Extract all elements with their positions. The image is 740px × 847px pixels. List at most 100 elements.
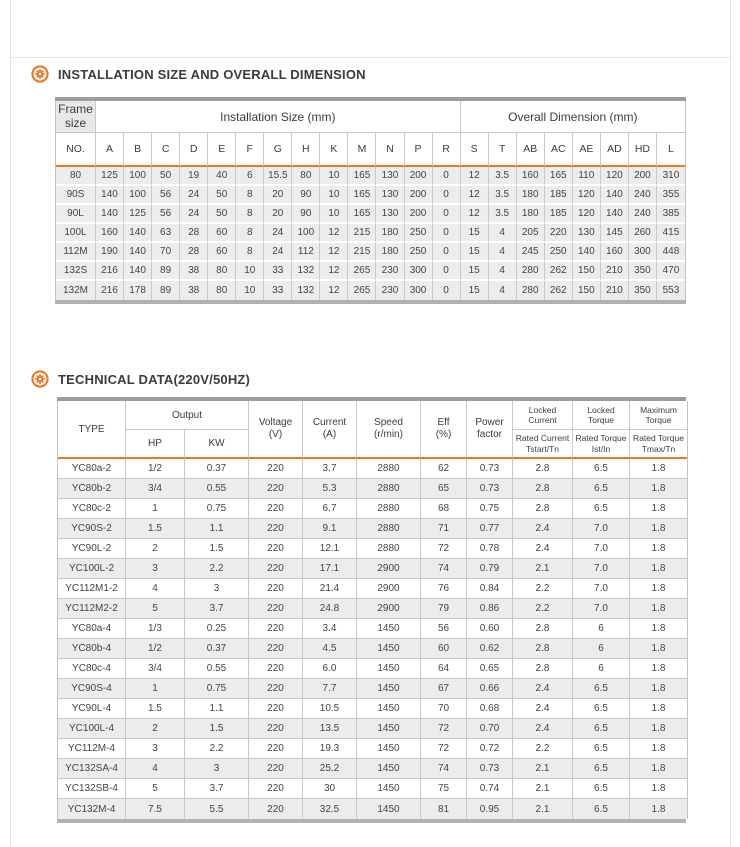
value-cell: 0.68 — [467, 699, 513, 719]
value-cell: 70 — [152, 243, 181, 262]
header-row-main: TYPE Output Voltage (V) Current (A) Spee… — [58, 401, 687, 459]
value-cell: 3/4 — [126, 479, 185, 499]
value-cell: 216 — [96, 281, 125, 300]
column-header-row: NO. A B C D E F G H K M N P R S T AB AC AE AD HD L — [56, 133, 685, 167]
value-cell: 0 — [432, 167, 461, 186]
value-cell: 220 — [249, 579, 303, 599]
value-cell: 24 — [180, 186, 209, 205]
value-cell: 3.4 — [303, 619, 357, 639]
table-row: YC100L-4 2 1.5 220 13.5 1450 72 0.70 2.4 6.5 1.8 — [58, 719, 687, 739]
value-cell: 1.1 — [185, 699, 249, 719]
col-header-power-factor: Power factor — [467, 401, 513, 459]
value-cell: 89 — [152, 281, 181, 300]
value-cell: 0.65 — [467, 659, 513, 679]
value-cell: 230 — [376, 281, 405, 300]
value-cell: 25.2 — [303, 759, 357, 779]
value-cell: 1.8 — [630, 559, 687, 579]
row-key-cell: YC100L-2 — [58, 559, 126, 579]
value-cell: 185 — [544, 205, 573, 224]
value-cell: 1450 — [357, 759, 421, 779]
value-cell: 130 — [376, 205, 405, 224]
value-cell: 1.5 — [126, 699, 185, 719]
value-cell: 300 — [404, 262, 433, 281]
frame-size-header: Frame size — [56, 101, 96, 133]
table-row: 80 125 100 50 19 40 6 15.5 80 10 165 130 200 0 12 3.5 16… — [56, 167, 685, 186]
value-cell: 5 — [126, 779, 185, 799]
value-cell: 240 — [628, 186, 657, 205]
value-cell: 2.1 — [513, 559, 573, 579]
value-cell: 262 — [544, 281, 573, 300]
value-cell: 6.5 — [573, 499, 630, 519]
table-row: YC90L-2 2 1.5 220 12.1 2880 72 0.78 2.4 7.0 1.8 — [58, 539, 687, 559]
value-cell: 90 — [292, 205, 321, 224]
value-cell: 6.5 — [573, 479, 630, 499]
value-cell: 1.8 — [630, 459, 687, 479]
value-cell: 1.8 — [630, 479, 687, 499]
value-cell: 75 — [421, 779, 467, 799]
value-cell: 415 — [656, 224, 685, 243]
value-cell: 220 — [544, 224, 573, 243]
value-cell: 1.8 — [630, 759, 687, 779]
value-cell: 2.4 — [513, 519, 573, 539]
value-cell: 6 — [236, 167, 265, 186]
value-cell: 33 — [264, 262, 293, 281]
value-cell: 7.0 — [573, 539, 630, 559]
value-cell: 3 — [126, 739, 185, 759]
col-header-current: Current (A) — [303, 401, 357, 459]
value-cell: 2.1 — [513, 799, 573, 819]
value-cell: 19 — [180, 167, 209, 186]
value-cell: 0.66 — [467, 679, 513, 699]
value-cell: 0.84 — [467, 579, 513, 599]
value-cell: 355 — [656, 186, 685, 205]
row-key-cell: YC132SA-4 — [58, 759, 126, 779]
value-cell: 1.8 — [630, 739, 687, 759]
column-header: HD — [628, 133, 657, 167]
value-cell: 130 — [572, 224, 601, 243]
value-cell: 200 — [404, 205, 433, 224]
table-row: YC80a-2 1/2 0.37 220 3.7 2880 62 0.73 2.8 6.5 1.8 — [58, 459, 687, 479]
value-cell: 140 — [124, 243, 153, 262]
value-cell: 30 — [303, 779, 357, 799]
value-cell: 10 — [320, 167, 349, 186]
value-cell: 1.8 — [630, 659, 687, 679]
value-cell: 4 — [488, 262, 517, 281]
value-cell: 215 — [348, 224, 377, 243]
value-cell: 56 — [152, 205, 181, 224]
value-cell: 62 — [421, 459, 467, 479]
value-cell: 200 — [404, 167, 433, 186]
value-cell: 72 — [421, 539, 467, 559]
value-cell: 140 — [600, 186, 629, 205]
value-cell: 150 — [572, 262, 601, 281]
col-subheader-maximum-torque: Rated Torque Tmax/Tn — [630, 430, 687, 459]
value-cell: 4 — [488, 243, 517, 262]
row-key-cell: YC80b-4 — [58, 639, 126, 659]
value-cell: 32.5 — [303, 799, 357, 819]
value-cell: 3.5 — [488, 186, 517, 205]
installation-table-body: 80 125 100 50 19 40 6 15.5 80 10 165 130 200 0 12 3.5 16… — [56, 167, 685, 300]
value-cell: 140 — [124, 262, 153, 281]
row-key-cell: 90S — [56, 186, 96, 205]
table-row: YC80c-4 3/4 0.55 220 6.0 1450 64 0.65 2.8 6 1.8 — [58, 659, 687, 679]
value-cell: 240 — [628, 205, 657, 224]
header-row-sub: HP KW Rated Current Tstart/Tn Rated Torq… — [58, 430, 687, 459]
value-cell: 6.5 — [573, 679, 630, 699]
value-cell: 180 — [376, 224, 405, 243]
value-cell: 50 — [208, 205, 237, 224]
value-cell: 250 — [544, 243, 573, 262]
column-header: R — [432, 133, 461, 167]
col-header-speed: Speed (r/min) — [357, 401, 421, 459]
table-bottom-bar — [57, 819, 686, 823]
page-border-right — [730, 0, 731, 847]
value-cell: 2880 — [357, 519, 421, 539]
col-header-locked-current: Locked Current — [513, 401, 573, 430]
value-cell: 216 — [96, 262, 125, 281]
value-cell: 72 — [421, 739, 467, 759]
value-cell: 220 — [249, 739, 303, 759]
value-cell: 250 — [404, 224, 433, 243]
value-cell: 6.5 — [573, 739, 630, 759]
value-cell: 2 — [126, 719, 185, 739]
table-row: YC90S-2 1.5 1.1 220 9.1 2880 71 0.77 2.4 7.0 1.8 — [58, 519, 687, 539]
value-cell: 220 — [249, 459, 303, 479]
value-cell: 200 — [404, 186, 433, 205]
value-cell: 1.8 — [630, 779, 687, 799]
